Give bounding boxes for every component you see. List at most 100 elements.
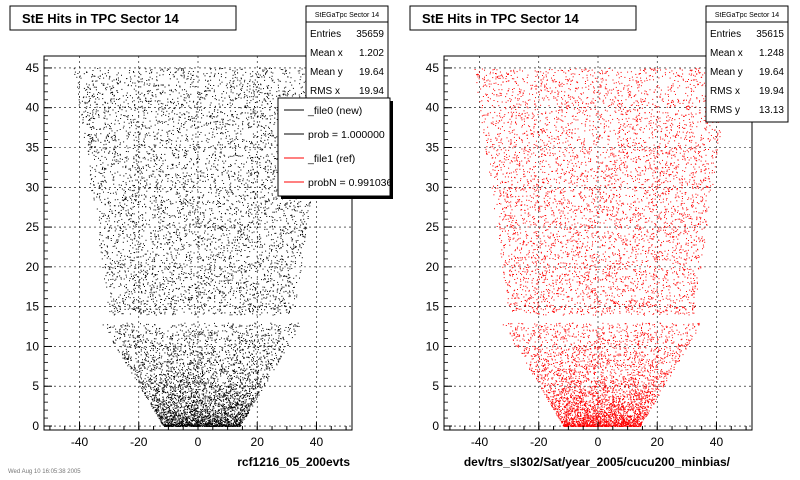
data-point (229, 96, 231, 98)
data-point (142, 364, 144, 366)
data-point (247, 225, 249, 226)
data-point (218, 282, 220, 284)
data-point (241, 401, 242, 403)
data-point (202, 371, 203, 373)
data-point (164, 243, 166, 245)
data-point (204, 388, 206, 389)
data-point (288, 277, 290, 279)
data-point (175, 399, 177, 401)
data-point (93, 150, 95, 152)
data-point (185, 134, 187, 136)
data-point (150, 253, 151, 255)
data-point (219, 291, 220, 293)
data-point (203, 396, 205, 398)
data-point (259, 342, 260, 344)
data-point (265, 115, 266, 117)
data-point (166, 419, 168, 421)
data-point (265, 72, 266, 74)
data-point (103, 83, 105, 85)
data-point (152, 214, 154, 216)
data-point (202, 414, 204, 416)
data-point (252, 109, 254, 111)
data-point (251, 357, 253, 358)
data-point (153, 365, 155, 367)
data-point (202, 259, 203, 261)
data-point (246, 172, 248, 174)
data-point (166, 362, 168, 364)
data-point (282, 337, 284, 339)
data-point (233, 155, 235, 157)
data-point (98, 171, 100, 173)
data-point (176, 362, 178, 364)
data-point (117, 199, 119, 201)
data-point (115, 79, 117, 81)
data-point (143, 167, 144, 169)
data-point (192, 381, 194, 383)
data-point (222, 407, 224, 409)
data-point (166, 369, 168, 371)
data-point (154, 85, 156, 87)
data-point (257, 386, 259, 388)
data-point (185, 254, 187, 256)
data-point (195, 313, 196, 315)
data-point (165, 191, 167, 193)
data-point (190, 394, 192, 396)
data-point (253, 178, 255, 180)
data-point (248, 409, 250, 411)
data-point (244, 81, 245, 83)
data-point (258, 209, 260, 211)
data-point (205, 268, 207, 270)
data-point (231, 364, 233, 366)
data-point (132, 213, 134, 215)
data-point (273, 178, 275, 180)
data-point (149, 365, 151, 367)
data-point (284, 303, 286, 304)
data-point (258, 261, 260, 263)
data-point (183, 409, 185, 411)
data-point (167, 207, 168, 209)
data-point (244, 191, 246, 193)
data-point (261, 126, 263, 127)
data-point (248, 152, 250, 153)
data-point (239, 236, 241, 238)
data-point (244, 145, 246, 147)
data-point (211, 165, 213, 167)
data-point (161, 378, 163, 380)
data-point (272, 283, 274, 285)
data-point (239, 386, 241, 388)
data-point (140, 372, 142, 374)
data-point (155, 413, 157, 415)
data-point (297, 325, 298, 327)
data-point (139, 188, 141, 190)
data-point (247, 298, 249, 300)
data-point (155, 209, 157, 211)
data-point (289, 324, 291, 325)
data-point (254, 297, 256, 299)
data-point (131, 367, 133, 368)
data-point (195, 385, 197, 387)
data-point (257, 245, 258, 247)
data-point (220, 414, 222, 416)
data-point (190, 374, 192, 376)
data-point (224, 275, 226, 277)
data-point (176, 424, 178, 426)
data-point (172, 296, 174, 298)
data-point (251, 113, 253, 115)
data-point (187, 379, 189, 381)
data-point (190, 202, 192, 204)
data-point (170, 203, 172, 205)
data-point (207, 141, 209, 143)
data-point (186, 257, 187, 258)
data-point (120, 325, 122, 326)
data-point (217, 120, 219, 122)
data-point (114, 245, 116, 247)
data-point (243, 166, 245, 168)
data-point (139, 132, 141, 134)
data-point (114, 261, 115, 263)
data-point (190, 286, 192, 288)
data-point (167, 354, 169, 355)
data-point (210, 419, 212, 421)
data-point (228, 399, 229, 401)
data-point (108, 279, 109, 281)
